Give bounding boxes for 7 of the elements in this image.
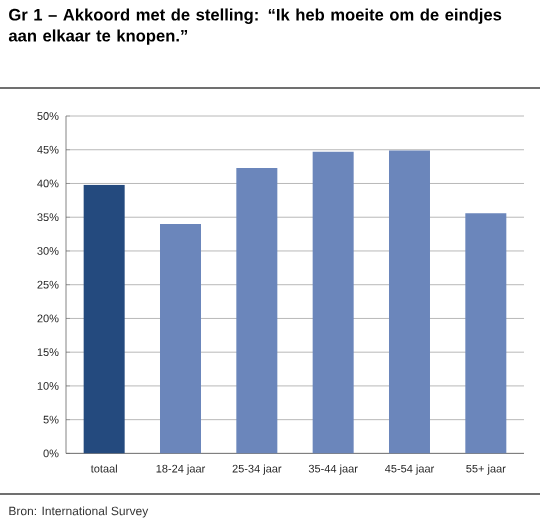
bar xyxy=(388,150,430,454)
bar xyxy=(83,184,125,454)
bar xyxy=(160,223,201,454)
bar xyxy=(465,213,507,454)
bar xyxy=(236,167,278,454)
bar xyxy=(312,151,354,454)
chart-title: Gr 1 – Akkoord met de stelling: “Ik heb moeite om de eindjes aan elkaar te knopen.” xyxy=(8,8,502,45)
